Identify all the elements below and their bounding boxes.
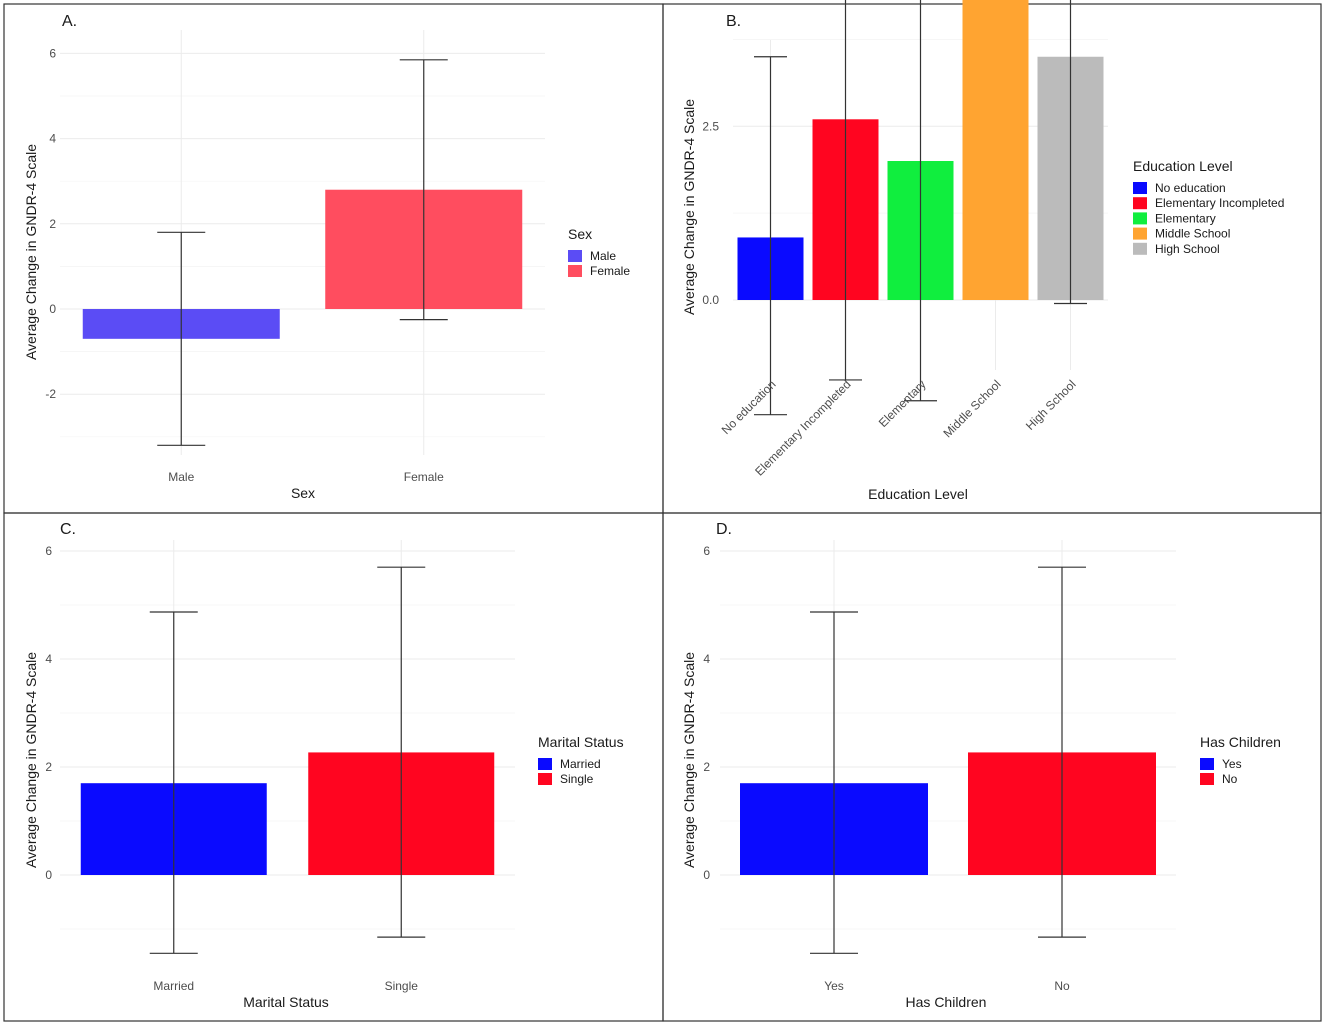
y-tick-label: 6 (49, 46, 56, 60)
y-tick-label: 4 (45, 652, 52, 666)
y-tick-label: 4 (49, 132, 56, 146)
x-tick-label: Middle School (940, 377, 1003, 440)
x-tick-label: Yes (824, 979, 844, 993)
y-tick-label: 6 (703, 544, 710, 558)
x-axis-title: Sex (291, 485, 315, 501)
legend-label: High School (1155, 242, 1220, 256)
legend-swatch (538, 758, 552, 770)
y-axis-title: Average Change in GNDR-4 Scale (681, 652, 697, 868)
legend-label: Male (590, 249, 616, 263)
legend-swatch (538, 773, 552, 785)
y-tick-label: 0 (45, 868, 52, 882)
legend-swatch (1133, 242, 1147, 255)
panel-label: A. (62, 13, 77, 30)
y-axis-title: Average Change in GNDR-4 Scale (681, 99, 697, 315)
error-bar (149, 611, 198, 954)
error-bar (1054, 0, 1087, 305)
legend-label: Yes (1222, 757, 1242, 771)
y-tick-label: 4 (703, 652, 710, 666)
legend-label: Elementary Incompleted (1155, 196, 1284, 210)
legend-swatch (568, 250, 582, 262)
legend-label: Middle School (1155, 227, 1230, 241)
x-tick-label: Elementary (876, 377, 929, 430)
legend-label: No (1222, 772, 1238, 786)
legend-label: Married (560, 757, 601, 771)
legend-swatch (1133, 227, 1147, 240)
x-axis-title: Has Children (906, 994, 987, 1010)
error-bar (1038, 566, 1086, 938)
x-tick-label: Male (168, 470, 194, 484)
legend-title: Education Level (1133, 158, 1233, 174)
legend-label: Single (560, 772, 594, 786)
y-tick-label: 2.5 (702, 119, 719, 133)
legend-label: Elementary (1155, 211, 1216, 225)
x-tick-label: No (1054, 979, 1070, 993)
error-bar (157, 231, 206, 446)
panel-label: B. (726, 13, 741, 30)
error-bar (754, 56, 787, 416)
y-axis-title: Average Change in GNDR-4 Scale (23, 652, 39, 868)
legend-swatch (1133, 197, 1147, 210)
x-tick-label: Female (404, 470, 444, 484)
y-tick-label: 0.0 (702, 293, 719, 307)
legend-title: Marital Status (538, 734, 624, 750)
y-tick-label: 2 (49, 217, 56, 231)
error-bar (829, 0, 862, 381)
legend-swatch (1200, 773, 1214, 785)
legend-swatch (1200, 758, 1214, 770)
x-tick-label: Married (153, 979, 194, 993)
y-tick-label: 2 (45, 760, 52, 774)
y-axis-title: Average Change in GNDR-4 Scale (23, 144, 39, 360)
x-axis-title: Marital Status (243, 994, 329, 1010)
error-bar (399, 59, 448, 321)
panel-label: D. (716, 521, 732, 538)
legend-title: Has Children (1200, 734, 1281, 750)
legend-label: No education (1155, 181, 1226, 195)
x-tick-label: No education (719, 377, 779, 437)
panel-label: C. (60, 521, 76, 538)
y-tick-label: -2 (45, 387, 56, 401)
error-bar (377, 566, 426, 938)
legend-swatch (1133, 182, 1147, 194)
y-tick-label: 0 (49, 302, 56, 316)
x-tick-label: Single (385, 979, 419, 993)
error-bar (904, 0, 937, 402)
legend-swatch (568, 265, 582, 277)
bar (962, 0, 1029, 300)
y-tick-label: 6 (45, 544, 52, 558)
x-tick-label: High School (1023, 377, 1079, 433)
error-bar (810, 611, 858, 954)
x-axis-title: Education Level (868, 486, 968, 502)
legend-label: Female (590, 264, 630, 278)
panel-frame-d (662, 512, 1322, 1022)
legend-title: Sex (568, 226, 592, 242)
y-tick-label: 0 (703, 868, 710, 882)
y-tick-label: 2 (703, 760, 710, 774)
legend-swatch (1133, 212, 1147, 225)
